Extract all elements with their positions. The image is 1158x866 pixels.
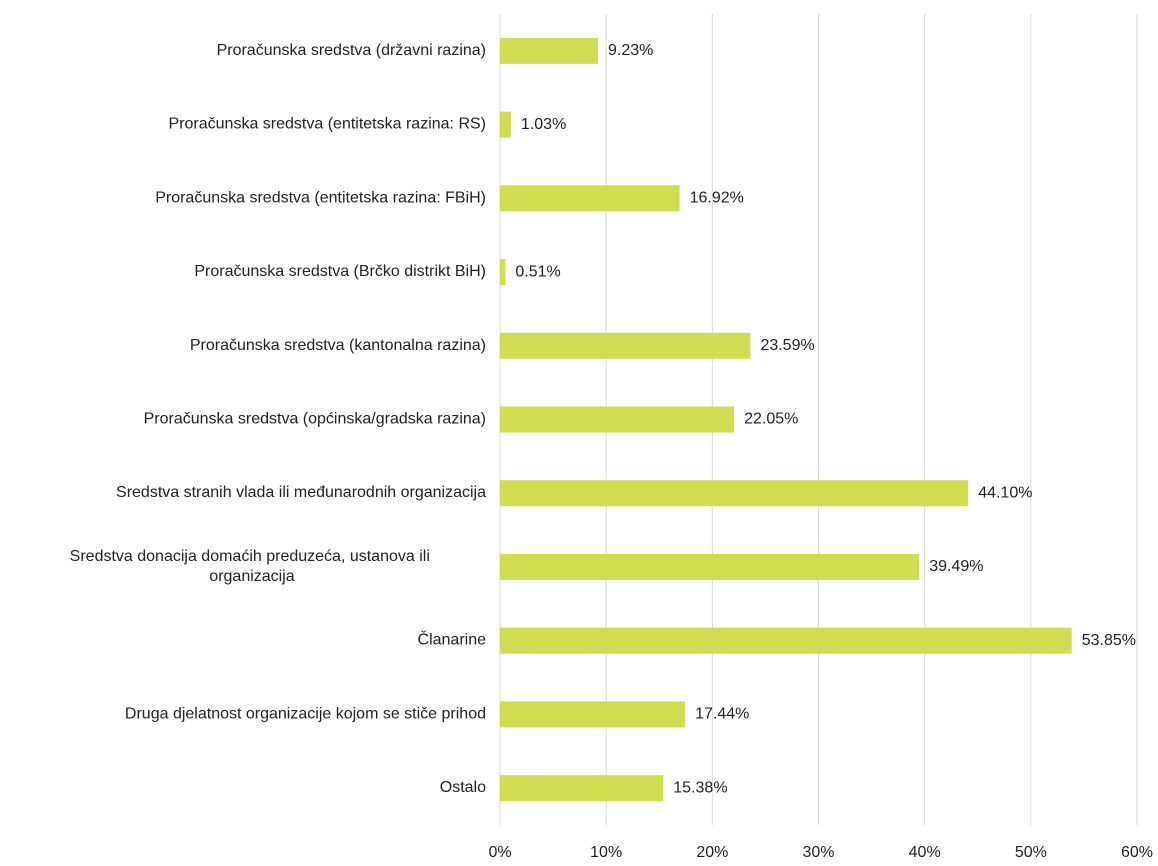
bar — [500, 37, 598, 64]
y-tick-label: Sredstva donacija domaćih preduzeća, ust… — [70, 548, 435, 585]
x-tick-label: 50% — [1015, 844, 1047, 861]
y-tick-label: Proračunska sredstva (općinska/gradska r… — [144, 411, 486, 428]
x-tick-label: 30% — [802, 844, 834, 861]
y-tick-label: Sredstva stranih vlada ili međunarodnih … — [116, 484, 486, 501]
value-label: 17.44% — [695, 706, 749, 723]
x-tick-label: 10% — [590, 844, 622, 861]
y-tick-label: Druga djelatnost organizacije kojom se s… — [125, 706, 486, 723]
bar — [500, 406, 735, 433]
value-label: 44.10% — [978, 484, 1032, 501]
value-label: 23.59% — [760, 337, 814, 354]
value-label: 15.38% — [673, 779, 727, 796]
y-tick-label: Proračunska sredstva (entitetska razina:… — [155, 190, 486, 207]
x-tick-label: 20% — [696, 844, 728, 861]
value-label: 53.85% — [1082, 632, 1136, 649]
x-tick-label: 0% — [488, 844, 511, 861]
y-tick-label: Proračunska sredstva (entitetska razina:… — [169, 116, 486, 133]
y-tick-label: Proračunska sredstva (kantonalna razina) — [190, 337, 486, 354]
y-tick-label: Članarine — [418, 630, 487, 649]
bar — [500, 627, 1072, 654]
bar — [500, 111, 511, 138]
bar — [500, 185, 680, 212]
value-label: 39.49% — [929, 558, 983, 575]
value-label: 16.92% — [690, 190, 744, 207]
bar — [500, 775, 664, 802]
y-tick-label: Ostalo — [440, 779, 486, 796]
x-tick-label: 60% — [1121, 844, 1153, 861]
y-tick-label: Proračunska sredstva (državni razina) — [217, 42, 486, 59]
x-tick-label: 40% — [909, 844, 941, 861]
bar — [500, 259, 506, 286]
value-label: 1.03% — [521, 116, 566, 133]
bar — [500, 332, 751, 359]
value-label: 9.23% — [608, 42, 653, 59]
value-label: 22.05% — [744, 411, 798, 428]
bar — [500, 553, 920, 580]
y-tick-label: Proračunska sredstva (Brčko distrikt BiH… — [194, 263, 486, 280]
value-label: 0.51% — [515, 263, 560, 280]
bar — [500, 701, 686, 728]
bar — [500, 480, 969, 507]
